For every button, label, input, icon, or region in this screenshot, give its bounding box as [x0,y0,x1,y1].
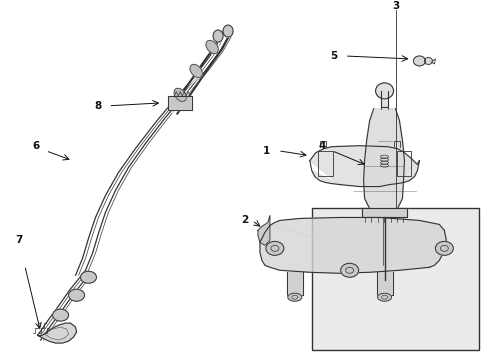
Ellipse shape [434,242,452,255]
Polygon shape [260,217,446,273]
Bar [396,151,410,176]
Ellipse shape [265,242,284,255]
Polygon shape [309,146,419,186]
Ellipse shape [424,58,431,64]
Polygon shape [363,109,404,208]
Ellipse shape [287,293,301,301]
Bar [380,91,387,107]
Ellipse shape [190,64,202,77]
Ellipse shape [53,309,68,321]
Text: 8: 8 [95,101,102,111]
Ellipse shape [174,88,186,102]
Text: 3: 3 [391,1,398,11]
Ellipse shape [375,83,393,99]
Polygon shape [258,216,269,246]
Ellipse shape [223,25,233,37]
Ellipse shape [213,30,223,42]
Polygon shape [376,272,392,295]
Bar [311,208,478,350]
Ellipse shape [68,289,84,301]
Bar [168,96,192,110]
Bar [317,151,332,176]
Text: 4: 4 [317,141,325,151]
Ellipse shape [340,263,358,277]
Bar [168,96,192,110]
Text: 2: 2 [241,215,248,225]
Ellipse shape [413,56,425,66]
Text: 5: 5 [329,51,337,61]
Text: 6: 6 [32,141,39,151]
Ellipse shape [205,40,218,54]
Text: 1: 1 [263,146,270,156]
Ellipse shape [81,271,96,283]
Text: 7: 7 [15,235,22,246]
Ellipse shape [377,293,391,301]
Polygon shape [38,323,77,343]
Polygon shape [361,208,407,217]
Polygon shape [286,272,302,295]
